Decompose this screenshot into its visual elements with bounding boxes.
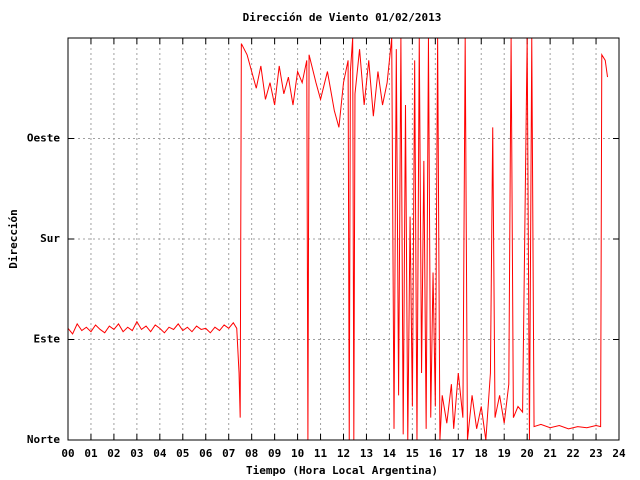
x-tick-label: 06	[199, 447, 213, 460]
x-tick-label: 11	[314, 447, 328, 460]
x-tick-label: 09	[268, 447, 281, 460]
x-axis-label: Tiempo (Hora Local Argentina)	[246, 464, 438, 477]
y-tick-label: Norte	[27, 433, 60, 446]
x-tick-label: 17	[452, 447, 465, 460]
x-tick-label: 08	[245, 447, 258, 460]
y-axis-label: Dirección	[7, 209, 20, 269]
x-tick-label: 04	[153, 447, 167, 460]
x-tick-label: 03	[130, 447, 143, 460]
x-tick-label: 14	[383, 447, 397, 460]
x-tick-label: 00	[61, 447, 74, 460]
x-tick-label: 07	[222, 447, 235, 460]
plot-frame	[67, 37, 620, 441]
y-tick-label: Este	[34, 333, 61, 346]
grid-layer	[67, 38, 620, 441]
x-tick-label: 01	[84, 447, 98, 460]
x-tick-label: 20	[521, 447, 534, 460]
x-tick-label: 21	[544, 447, 558, 460]
x-tick-label: 19	[498, 447, 511, 460]
x-tick-label: 18	[475, 447, 488, 460]
x-tick-label: 10	[291, 447, 304, 460]
x-tick-label: 15	[406, 447, 419, 460]
x-tick-label: 02	[107, 447, 120, 460]
x-tick-label: 23	[589, 447, 602, 460]
y-tick-label: Oeste	[27, 132, 60, 145]
x-tick-label: 12	[337, 447, 350, 460]
chart-title: Dirección de Viento 01/02/2013	[243, 11, 442, 24]
x-tick-label: 16	[429, 447, 443, 460]
x-tick-label: 13	[360, 447, 373, 460]
x-tick-label: 22	[566, 447, 579, 460]
y-tick-label: Sur	[40, 232, 60, 245]
x-tick-label: 24	[612, 447, 626, 460]
x-tick-label: 05	[176, 447, 189, 460]
